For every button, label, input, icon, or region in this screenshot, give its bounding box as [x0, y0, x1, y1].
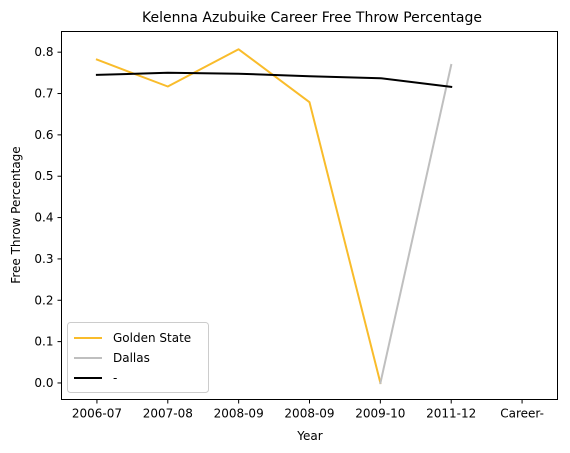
y-axis-label: Free Throw Percentage	[9, 146, 23, 283]
x-tick-label: 2008-09	[284, 407, 334, 421]
x-axis: 2006-07 2007-08 2008-09 2008-09 2009-10 2011-…	[72, 399, 544, 421]
y-tick-label: 0.4	[34, 211, 53, 225]
series-line-1	[379, 63, 453, 385]
series-line-0	[95, 48, 382, 385]
x-tick-label: 2011-12	[426, 407, 476, 421]
y-tick-label: 0.8	[34, 45, 53, 59]
x-axis-label: Year	[296, 429, 322, 443]
y-tick-label: 0.7	[34, 87, 53, 101]
y-tick-label: 0.2	[34, 293, 53, 307]
legend-box	[67, 322, 209, 393]
x-tick-label: 2009-10	[355, 407, 405, 421]
x-tick-label: 2006-07	[72, 407, 122, 421]
y-axis: 0.0 0.1 0.2 0.3 0.4 0.5 0.6 0.7 0.8	[34, 45, 62, 390]
y-tick-label: 0.3	[34, 252, 53, 266]
plot-area	[95, 48, 453, 385]
y-tick-label: 0.5	[34, 169, 53, 183]
x-tick-label: 2007-08	[143, 407, 193, 421]
y-tick-label: 0.0	[34, 376, 53, 390]
legend-label-0: Golden State	[113, 331, 191, 345]
x-tick-label: Career-	[500, 407, 544, 421]
y-tick-label: 0.1	[34, 335, 53, 349]
y-tick-label: 0.6	[34, 128, 53, 142]
series-line-2	[95, 71, 453, 89]
chart-title: Kelenna Azubuike Career Free Throw Perce…	[142, 10, 482, 26]
legend-label-2: -	[113, 371, 117, 385]
x-tick-label: 2008-09	[214, 407, 264, 421]
legend-label-1: Dallas	[113, 351, 150, 365]
legend: Golden State Dallas -	[67, 322, 209, 393]
